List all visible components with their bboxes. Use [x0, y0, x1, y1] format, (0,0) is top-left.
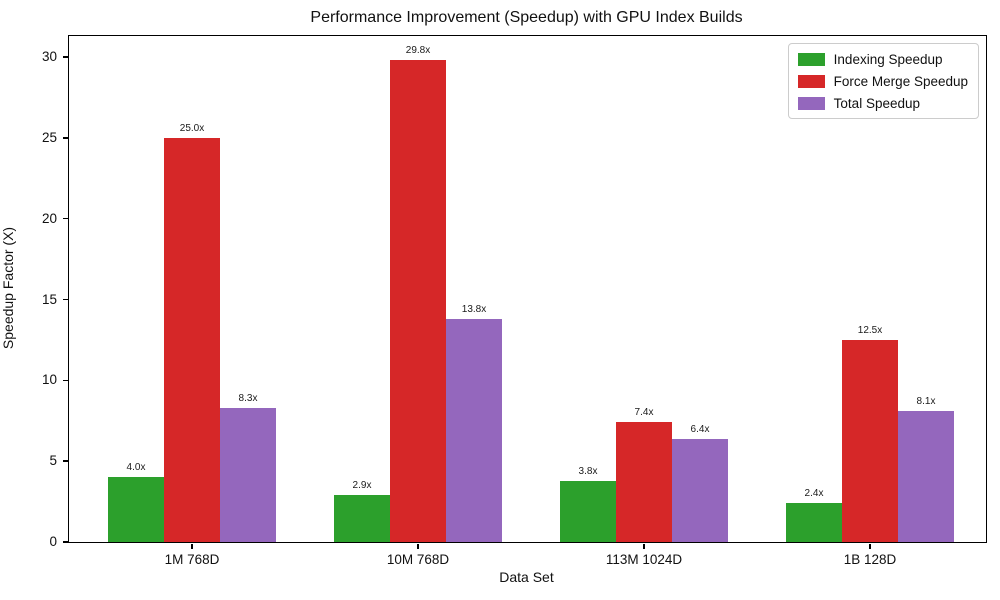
x-tick: [417, 543, 419, 549]
legend-swatch-icon: [797, 74, 825, 88]
legend: Indexing Speedup Force Merge Speedup Total…: [787, 43, 979, 119]
legend-swatch-icon: [797, 96, 825, 110]
bar-value-label: 7.4x: [634, 407, 654, 419]
bar-indexing-speedup-10m-768d: [334, 495, 390, 542]
y-tick: [62, 298, 68, 301]
bar-force-merge-speedup-1b-128d: [842, 339, 898, 542]
bar-value-label: 13.8x: [461, 303, 487, 315]
y-tick-label: 10: [41, 372, 57, 388]
y-tick-label: 15: [41, 291, 57, 307]
bar-total-speedup-10m-768d: [446, 318, 502, 542]
legend-item-indexing-speedup: Indexing Speedup: [797, 50, 968, 68]
bar-force-merge-speedup-10m-768d: [390, 60, 446, 542]
bar-value-label: 2.4x: [804, 488, 824, 500]
x-tick-label-10m-768d: 10M 768D: [386, 552, 450, 567]
bar-value-label: 6.4x: [690, 423, 710, 435]
bar-indexing-speedup-1b-128d: [786, 503, 842, 542]
y-axis-label: Speedup Factor (X): [0, 226, 16, 350]
y-tick: [62, 379, 68, 382]
bar-value-label: 4.0x: [126, 462, 146, 474]
chart-title: Performance Improvement (Speedup) with G…: [310, 9, 743, 26]
bar-force-merge-speedup-113m-1024d: [616, 422, 672, 542]
bar-value-label: 29.8x: [405, 45, 431, 57]
legend-item-total-speedup: Total Speedup: [797, 94, 968, 112]
legend-label: Total Speedup: [833, 95, 920, 111]
bar-total-speedup-1m-768d: [220, 407, 276, 542]
x-tick-label-1m-768d: 1M 768D: [164, 552, 220, 567]
y-tick: [62, 137, 68, 139]
legend-swatch-icon: [797, 52, 825, 66]
legend-label: Force Merge Speedup: [833, 73, 968, 89]
y-tick-label: 20: [41, 210, 57, 226]
bar-value-label: 2.9x: [352, 480, 372, 492]
x-axis-label: Data Set: [499, 569, 554, 585]
y-tick: [62, 541, 68, 543]
y-tick: [62, 56, 68, 58]
bar-value-label: 25.0x: [179, 122, 205, 134]
legend-label: Indexing Speedup: [833, 51, 943, 67]
y-tick-label: 25: [41, 129, 57, 145]
bar-indexing-speedup-113m-1024d: [560, 480, 616, 542]
bar-indexing-speedup-1m-768d: [108, 477, 164, 542]
y-tick-label: 5: [49, 453, 57, 469]
x-tick-label-113m-1024d: 113M 1024D: [605, 552, 683, 567]
legend-item-force-merge-speedup: Force Merge Speedup: [797, 72, 968, 90]
bar-value-label: 12.5x: [857, 324, 883, 336]
bar-value-label: 8.1x: [916, 396, 936, 408]
bar-value-label: 3.8x: [578, 465, 598, 477]
y-tick-label: 30: [41, 49, 57, 65]
x-tick: [643, 543, 645, 549]
bar-total-speedup-113m-1024d: [672, 438, 728, 542]
bar-total-speedup-1b-128d: [898, 411, 954, 542]
x-tick: [869, 543, 871, 549]
y-tick-label: 0: [49, 534, 57, 549]
bar-value-label: 8.3x: [238, 392, 258, 404]
x-tick: [191, 543, 193, 549]
x-tick-label-1b-128d: 1B 128D: [843, 552, 897, 567]
plot-area: 0 5 10 15 20 25 30 1M 768D 10M 768D 113M 1024D 1B …: [42, 35, 987, 567]
y-tick: [62, 217, 68, 220]
y-tick: [62, 460, 68, 462]
bar-force-merge-speedup-1m-768d: [164, 137, 220, 542]
